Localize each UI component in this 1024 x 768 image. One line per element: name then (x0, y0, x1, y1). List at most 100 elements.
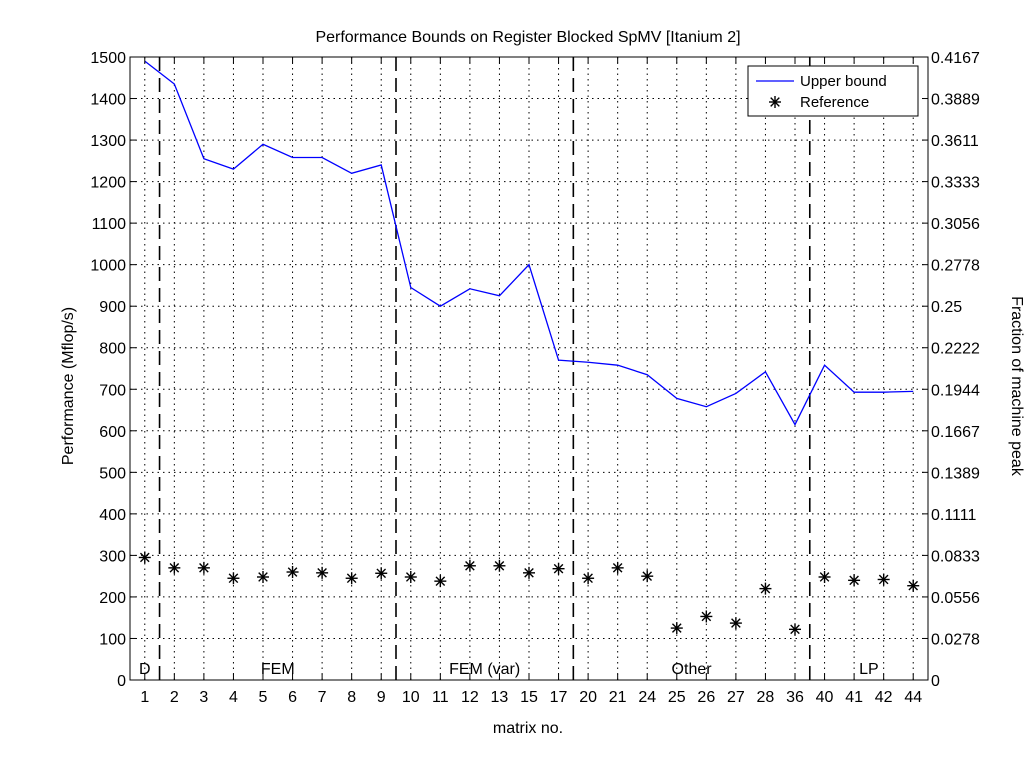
reference-marker (168, 561, 181, 574)
y2-tick-label: 0.0278 (931, 631, 980, 648)
reference-marker (493, 559, 506, 572)
x-axis-label: matrix no. (493, 720, 563, 737)
region-labels: D FEM FEM (var) Other LP (139, 661, 879, 678)
x-tick-label: 12 (461, 689, 479, 706)
region-label: LP (859, 661, 879, 678)
y-tick-label: 1400 (90, 92, 126, 109)
y2-tick-label: 0.1389 (931, 465, 980, 482)
reference-marker (138, 551, 151, 564)
y2-tick-label: 0.3056 (931, 216, 980, 233)
x-tick-label: 44 (904, 689, 922, 706)
region-dividers (158, 57, 811, 680)
reference-marker (759, 582, 772, 595)
x-tick-label: 6 (288, 689, 297, 706)
chart-title: Performance Bounds on Register Blocked S… (315, 29, 740, 46)
x-tick-label: 1 (140, 689, 149, 706)
reference-marker (257, 570, 269, 583)
legend-upper-bound-label: Upper bound (800, 73, 887, 90)
x-tick-label: 7 (318, 689, 327, 706)
reference-marker (729, 617, 742, 630)
reference-marker (197, 561, 210, 574)
legend-reference-label: Reference (800, 94, 869, 111)
y2-tick-label: 0.2222 (931, 341, 980, 358)
x-tick-label: 36 (786, 689, 804, 706)
y-tick-label: 1500 (90, 50, 126, 67)
reference-marker (582, 572, 595, 585)
reference-marker (227, 572, 240, 585)
y2-tick-label: 0.1111 (931, 507, 976, 524)
y-tick-label: 1200 (90, 175, 126, 192)
reference-marker (523, 566, 535, 579)
x-tick-label: 21 (609, 689, 627, 706)
y2-tick-label: 0.2778 (931, 258, 980, 275)
reference-marker (670, 622, 683, 635)
reference-marker (877, 573, 890, 586)
region-label: Other (672, 661, 713, 678)
y2-tick-label: 0.3333 (931, 175, 980, 192)
y2-tick-label: 0.3611 (931, 133, 979, 150)
y2-tick-label: 0.0833 (931, 548, 980, 565)
y-tick-label: 700 (99, 382, 126, 399)
y-tick-label: 100 (99, 631, 126, 648)
y2-tick-label: 0.1667 (931, 424, 980, 441)
x-tick-label: 11 (432, 689, 449, 706)
x-tick-label: 42 (875, 689, 893, 706)
reference-marker (375, 567, 388, 580)
x-tick-label: 2 (170, 689, 179, 706)
legend-reference-swatch (769, 96, 781, 108)
region-label: D (139, 661, 151, 678)
y-tick-label: 0 (117, 673, 126, 690)
x-tick-label: 10 (402, 689, 420, 706)
reference-marker (286, 566, 299, 579)
x-tick-label: 27 (727, 689, 745, 706)
reference-marker (404, 570, 417, 583)
x-tick-label: 3 (199, 689, 208, 706)
reference-marker (641, 570, 654, 583)
x-tick-label: 9 (377, 689, 386, 706)
x-tick-label: 24 (638, 689, 656, 706)
reference-marker (552, 562, 565, 575)
y2-tick-label: 0.1944 (931, 382, 980, 399)
y2-tick-label: 0.4167 (931, 50, 980, 67)
upper-bound-line (144, 60, 914, 426)
y-tick-label: 1300 (90, 133, 126, 150)
region-label: FEM (var) (449, 661, 520, 678)
reference-marker (345, 572, 358, 585)
grid-lines (130, 57, 928, 680)
y-tick-label: 300 (99, 548, 126, 565)
reference-marker (907, 579, 920, 592)
legend: Upper bound Reference (747, 65, 919, 117)
y-tick-label: 600 (99, 424, 126, 441)
x-tick-label: 17 (550, 689, 568, 706)
y2-tick-label: 0.25 (931, 299, 962, 316)
x-tick-label: 8 (347, 689, 356, 706)
y-tick-label: 400 (99, 507, 126, 524)
x-tick-label: 40 (816, 689, 834, 706)
y-tick-label: 500 (99, 465, 126, 482)
reference-marker (316, 566, 329, 579)
x-tick-label: 4 (229, 689, 238, 706)
plot-frame (129, 56, 929, 681)
x-tick-label: 28 (757, 689, 775, 706)
region-label: FEM (261, 661, 295, 678)
reference-marker (463, 559, 476, 572)
x-tick-label: 41 (845, 689, 863, 706)
reference-marker (848, 574, 861, 587)
reference-marker (434, 575, 447, 588)
y2-tick-label: 0.3889 (931, 92, 980, 109)
series-layer (138, 60, 920, 636)
y-tick-label: 800 (99, 341, 126, 358)
x-tick-label: 20 (579, 689, 597, 706)
y-tick-label: 1100 (92, 216, 127, 233)
x-tick-label: 25 (668, 689, 686, 706)
x-tick-label: 15 (520, 689, 538, 706)
reference-marker (611, 561, 624, 574)
y2-tick-label: 0.0556 (931, 590, 980, 607)
x-tick-label: 5 (259, 689, 268, 706)
x-tick-label: 26 (697, 689, 715, 706)
reference-marker (700, 610, 713, 623)
y-axis-label: Performance (Mflop/s) (60, 307, 77, 465)
y-tick-label: 900 (99, 299, 126, 316)
y-tick-label: 200 (99, 590, 126, 607)
